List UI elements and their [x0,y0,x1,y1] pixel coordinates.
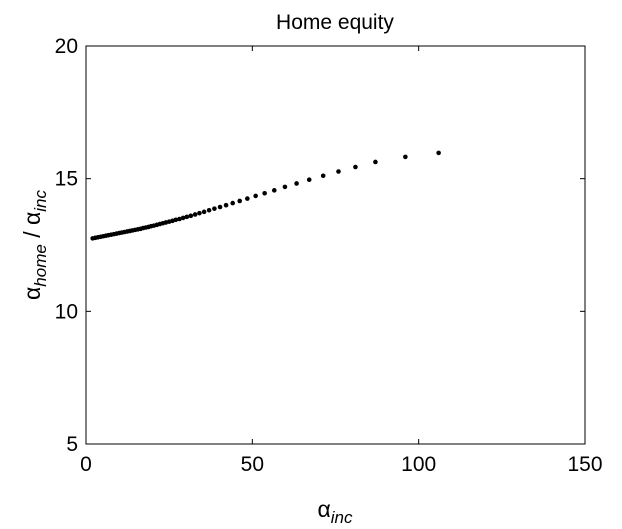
y-axis-label: αhome / αinc [19,189,50,300]
x-axis-label: αinc [317,496,353,527]
y-axis-label-base2: α [19,212,45,225]
data-point [184,214,190,220]
data-point [230,200,236,206]
data-point [245,196,250,201]
data-point [197,210,202,216]
data-point [188,213,194,219]
data-point [253,193,258,199]
data-point [336,169,341,174]
data-point [173,217,179,223]
x-tick-label: 100 [401,453,436,476]
x-tick-label: 0 [80,453,92,476]
plot-area [85,45,586,445]
data-point [282,184,288,190]
y-tick-label: 5 [66,433,78,456]
data-point [206,207,212,213]
y-tick-label: 20 [55,35,78,58]
data-point [192,212,198,217]
data-point [237,198,242,204]
y-axis-label-sub1: home [31,244,50,287]
data-series [90,150,441,241]
data-point [294,181,299,186]
x-tick-label: 50 [241,453,264,476]
y-axis-label-base1: α [19,287,45,300]
data-point [177,216,182,222]
x-axis: 0 50 100 150 [80,46,603,476]
y-tick-label: 10 [55,300,78,323]
data-point [353,164,358,170]
y-tick-label: 15 [55,168,78,191]
data-point [262,190,267,196]
chart-title: Home equity [276,11,394,34]
y-axis: 5 10 15 20 [55,35,585,456]
data-point [373,159,378,165]
data-point [320,173,326,179]
data-point [436,150,441,156]
y-axis-label-sub2: inc [31,189,50,211]
data-point [306,177,312,183]
data-point [217,204,223,210]
data-point [212,206,217,211]
data-point [180,215,186,221]
data-point [223,202,229,208]
x-axis-label-sub: inc [331,508,353,527]
data-point [403,154,408,160]
data-point [271,188,277,193]
data-point [201,209,207,215]
y-axis-label-separator: / [19,225,45,244]
x-tick-label: 150 [567,453,602,476]
x-axis-label-base: α [317,496,330,522]
